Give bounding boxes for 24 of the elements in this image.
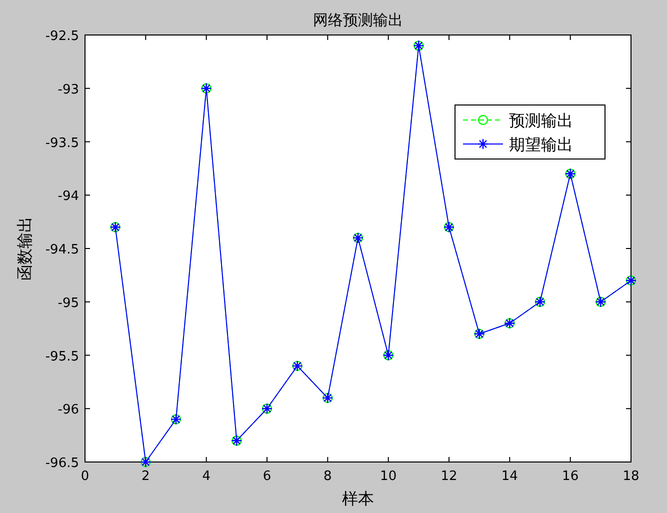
chart-title: 网络预测输出 xyxy=(313,11,403,29)
x-tick-label: 4 xyxy=(202,469,210,484)
y-tick-label: -95 xyxy=(58,296,79,311)
legend-label: 期望输出 xyxy=(509,135,573,154)
y-tick-label: -96 xyxy=(58,402,79,418)
x-tick-label: 18 xyxy=(622,469,640,484)
x-tick-label: 14 xyxy=(501,469,518,484)
y-tick-label: -92.5 xyxy=(45,29,79,44)
x-tick-label: 12 xyxy=(440,469,458,484)
x-tick-label: 10 xyxy=(380,469,397,484)
y-tick-label: -93.5 xyxy=(45,136,79,151)
x-tick-label: 0 xyxy=(80,469,90,484)
y-tick-label: -96.5 xyxy=(45,456,79,471)
y-tick-label: -94 xyxy=(58,189,79,204)
x-tick-label: 16 xyxy=(562,469,579,484)
x-tick-label: 8 xyxy=(324,469,332,484)
x-axis-title: 样本 xyxy=(342,489,374,508)
y-axis-title: 函数输出 xyxy=(15,216,34,280)
y-tick-label: -93 xyxy=(58,82,79,98)
y-tick-label: -95.5 xyxy=(45,349,79,364)
x-tick-label: 6 xyxy=(262,469,272,484)
legend-label: 预测输出 xyxy=(509,111,573,130)
y-tick-label: -94.5 xyxy=(45,242,79,258)
x-tick-label: 2 xyxy=(142,469,150,484)
